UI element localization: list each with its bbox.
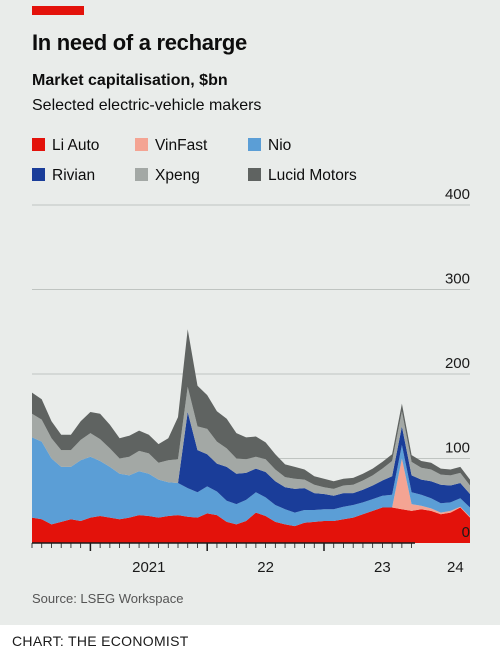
legend-swatch [135,168,148,181]
area-xpeng [32,386,470,496]
legend-swatch [135,138,148,151]
y-tick-label: 0 [462,524,470,541]
legend-label: Li Auto [52,137,100,154]
y-tick-label: 100 [445,440,470,457]
area-li-auto [32,507,470,543]
stacked-area-chart: 0 100 200 300 400 2021 22 23 24 [31,186,470,576]
x-tick-label: 24 [447,559,464,576]
legend-label: Nio [268,137,292,154]
x-tick-label: 23 [374,559,391,576]
legend-swatch [32,168,45,181]
legend-label: Xpeng [155,167,200,184]
legend-label: Rivian [52,167,96,184]
chart-subtitle: Market capitalisation, $bn [32,72,228,89]
legend-item-li-auto: Li Auto [32,136,99,156]
chart-subtitle-secondary: Selected electric-vehicle makers [32,97,262,114]
legend-swatch [32,138,45,151]
y-tick-label: 300 [445,271,470,288]
x-tick-label: 2021 [132,559,165,576]
brand-red-bar [32,6,84,15]
chart-credit: CHART: THE ECONOMIST [12,633,189,649]
y-tick-label: 400 [445,186,470,203]
legend-item-xpeng: Xpeng [135,166,200,186]
legend-item-vinfast: VinFast [135,136,207,156]
area-nio [32,437,470,527]
legend-item-nio: Nio [248,136,291,156]
legend-swatch [248,168,261,181]
y-tick-label: 200 [445,355,470,372]
area-rivian [32,412,470,513]
x-tick-label: 22 [257,559,274,576]
legend-item-rivian: Rivian [32,166,95,186]
chart-title: In need of a recharge [32,30,247,55]
chart-panel: In need of a recharge Market capitalisat… [0,0,500,625]
source-note: Source: LSEG Workspace [32,591,184,606]
legend-label: VinFast [155,137,208,154]
legend-swatch [248,138,261,151]
area-lucid-motors [32,329,470,489]
legend-item-lucid-motors: Lucid Motors [248,166,357,186]
legend-label: Lucid Motors [268,167,357,184]
